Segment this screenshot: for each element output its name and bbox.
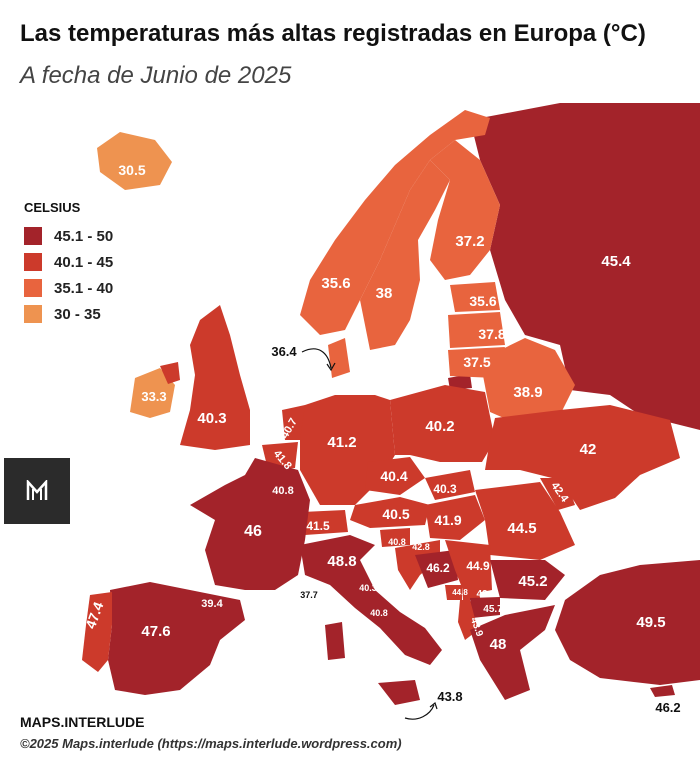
legend-item: 40.1 - 45 <box>24 249 113 275</box>
maps-interlude-logo <box>4 458 70 524</box>
region-russia <box>470 103 700 430</box>
region-sicily <box>378 680 420 705</box>
region-croatia <box>395 540 440 590</box>
region-czechia <box>365 457 425 495</box>
region-finland <box>430 140 500 280</box>
region-switzerland <box>302 510 348 535</box>
region-northern-ireland <box>160 362 180 384</box>
region-sardinia <box>325 622 345 660</box>
brand-name: MAPS.INTERLUDE <box>20 714 145 730</box>
region-hungary <box>425 495 485 540</box>
region-france <box>190 458 310 590</box>
region-spain <box>108 582 245 695</box>
region-denmark <box>328 338 350 378</box>
region-uk <box>180 305 250 450</box>
region-russia-kaliningrad <box>448 374 472 390</box>
region-iceland <box>97 132 172 190</box>
region-ireland <box>130 368 175 418</box>
region-italy <box>300 535 442 665</box>
region-greece <box>470 605 555 700</box>
region-ukraine <box>485 405 680 510</box>
region-moldova <box>540 478 575 510</box>
credit-line: ©2025 Maps.interlude (https://maps.inter… <box>20 736 402 751</box>
region-estonia <box>450 282 500 312</box>
region-north-macedonia <box>470 597 500 618</box>
legend-item: 35.1 - 40 <box>24 275 113 301</box>
region-serbia <box>445 540 492 595</box>
region-belarus <box>480 338 575 425</box>
legend-swatch <box>24 305 42 323</box>
legend-label: 35.1 - 40 <box>54 279 114 297</box>
region-bulgaria <box>490 560 565 600</box>
m-logo-icon <box>26 480 48 500</box>
region-cyprus <box>650 685 675 697</box>
region-slovakia <box>425 470 475 500</box>
legend-item: 45.1 - 50 <box>24 223 113 249</box>
region-slovenia <box>380 528 410 547</box>
region-kosovo <box>462 585 480 600</box>
region-poland <box>390 385 495 462</box>
region-norway <box>300 110 490 335</box>
legend-title: CELSIUS <box>24 200 81 215</box>
legend-swatch <box>24 227 42 245</box>
region-austria <box>350 497 430 528</box>
page-title: Las temperaturas más altas registradas e… <box>20 20 646 47</box>
region-turkey <box>555 560 700 685</box>
europe-map <box>82 103 700 705</box>
region-montenegro <box>445 585 462 600</box>
legend-label: 45.1 - 50 <box>54 227 114 245</box>
region-portugal <box>82 592 112 672</box>
region-netherlands <box>282 405 305 440</box>
region-sweden <box>360 160 450 350</box>
legend: CELSIUS 45.1 - 50 40.1 - 45 35.1 - 40 30… <box>24 200 113 327</box>
legend-swatch <box>24 253 42 271</box>
legend-label: 40.1 - 45 <box>54 253 114 271</box>
page-subtitle: A fecha de Junio de 2025 <box>20 62 292 89</box>
region-bosnia <box>415 550 458 588</box>
region-latvia <box>448 312 505 348</box>
region-romania <box>475 482 575 560</box>
legend-label: 30 - 35 <box>54 305 101 323</box>
legend-item: 30 - 35 <box>24 301 113 327</box>
legend-swatch <box>24 279 42 297</box>
